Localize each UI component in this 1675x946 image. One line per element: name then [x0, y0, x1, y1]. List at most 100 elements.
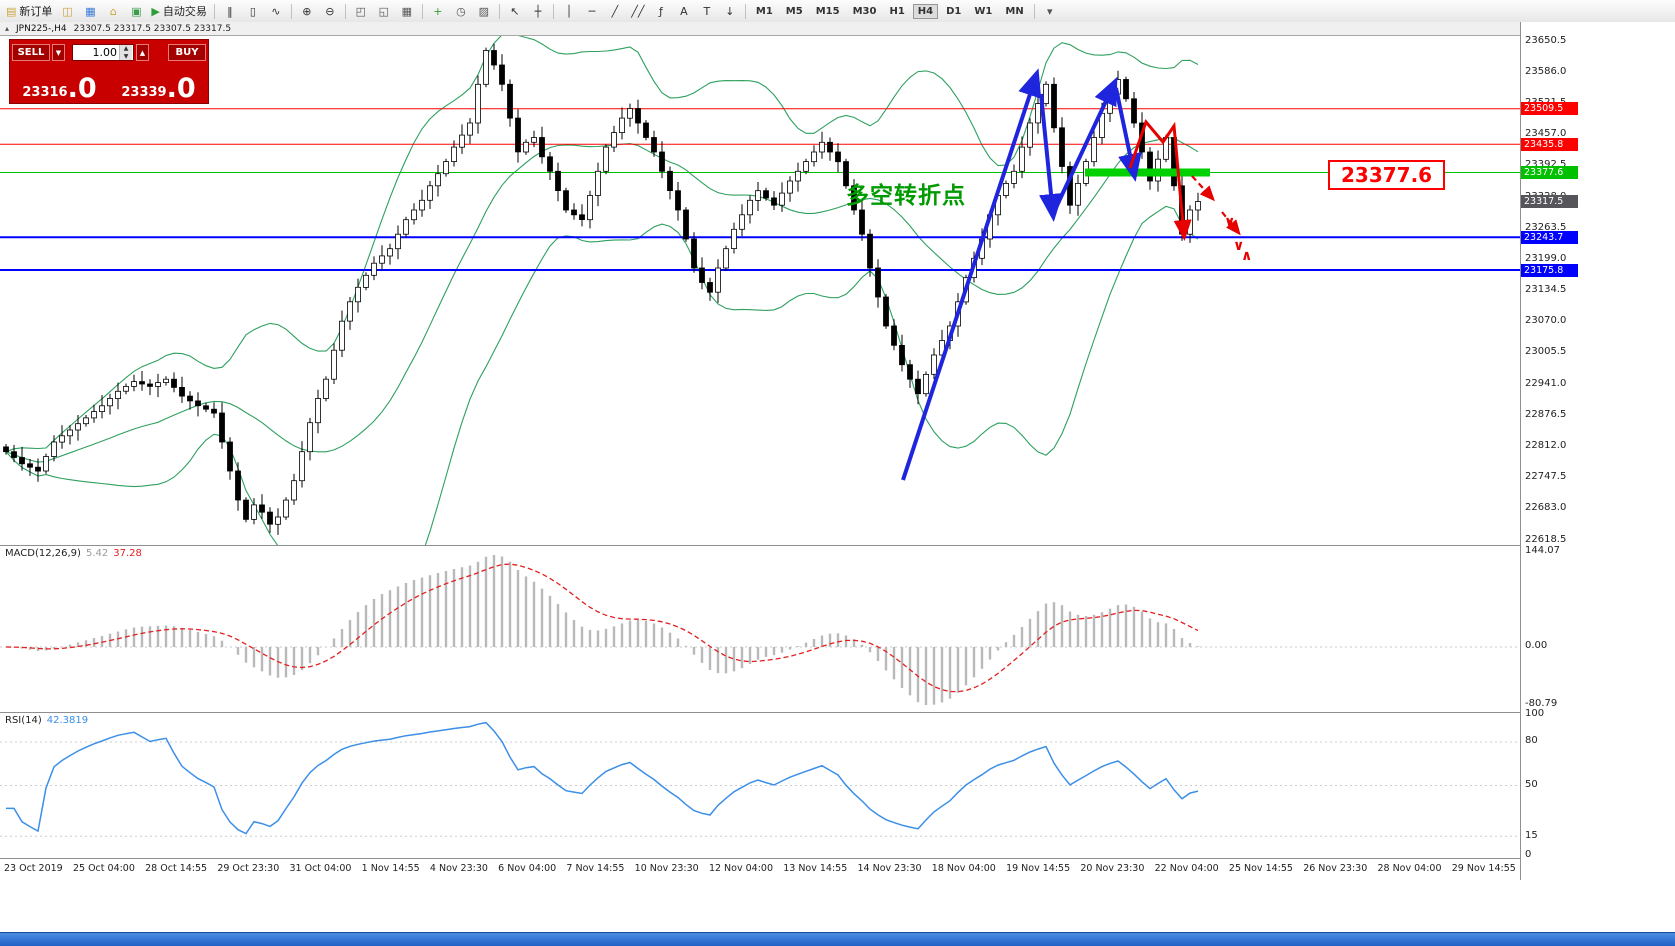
- bottom-scrollbar-strip: [0, 932, 1675, 946]
- crosshair-icon: ┼: [534, 4, 542, 18]
- sell-price[interactable]: 23316 .0: [10, 63, 109, 103]
- autotrading-icon: ▶: [151, 4, 160, 18]
- current-price-tag: 23317.5: [1521, 195, 1578, 208]
- price-axis[interactable]: 23650.523586.023521.523457.023392.523328…: [1521, 22, 1675, 880]
- candle-chart-button[interactable]: ▯: [242, 2, 264, 20]
- horizontal-line-button[interactable]: ─: [581, 2, 603, 20]
- candles: [3, 43, 1201, 535]
- grid-icon: ▦: [401, 4, 413, 18]
- macd-panel-canvas[interactable]: [0, 546, 1520, 712]
- toolbar-separator: [498, 3, 500, 19]
- hline-price-tag[interactable]: 23243.7: [1521, 230, 1578, 244]
- price-axis-label: 23392.5: [1525, 159, 1567, 171]
- timeframe-M1[interactable]: M1: [755, 5, 773, 17]
- rsi-axis-label: 100: [1525, 708, 1545, 719]
- bar-chart-button[interactable]: ‖: [219, 2, 241, 20]
- toolbar-separator: [552, 3, 554, 19]
- tile-windows-button[interactable]: ◰: [350, 2, 372, 20]
- macd-axis-label: -80.79: [1525, 698, 1558, 709]
- autotrading-button[interactable]: ▶ 自动交易: [148, 2, 209, 20]
- bar-chart-icon: ‖: [227, 4, 233, 18]
- sell-button[interactable]: SELL: [12, 44, 50, 61]
- toolbar-separator: [744, 3, 746, 19]
- label-button[interactable]: T: [696, 2, 718, 20]
- rsi-indicator-label: RSI(14) 42.3819: [5, 715, 88, 726]
- lot-size-input[interactable]: [73, 45, 119, 60]
- chart-symbol-period[interactable]: JPN225-,H4: [16, 23, 67, 34]
- time-axis-label: 31 Oct 04:00: [289, 863, 352, 874]
- buy-button[interactable]: BUY: [168, 44, 206, 61]
- main-toolbar: ▤ 新订单 ◫ ▦ ⌂ ▣ ▶ 自动交易 ‖ ▯ ∿ ⊕ ⊖ ◰ ◱ ▦ + ◷ ▨ ↖ ┼ │ ─ ╱ ╱╱ ƒ A T ↓ M1 M5 M…: [0, 0, 1675, 23]
- fibonacci-button[interactable]: ƒ: [650, 2, 672, 20]
- timeframe-M5[interactable]: M5: [785, 5, 803, 17]
- line-chart-button[interactable]: ∿: [265, 2, 287, 20]
- navigator-button[interactable]: ⌂: [102, 2, 124, 20]
- hline-price-tag[interactable]: 23435.8: [1521, 137, 1578, 151]
- rsi-panel-canvas[interactable]: [0, 713, 1520, 858]
- timeframe-H4[interactable]: H4: [912, 3, 939, 19]
- macd-name: MACD(12,26,9): [5, 548, 81, 559]
- indicators-icon: +: [433, 4, 443, 18]
- text-button[interactable]: A: [673, 2, 695, 20]
- trend-arrows[interactable]: ∨∨∧: [901, 68, 1252, 481]
- main-chart-canvas[interactable]: ∨ ∨ ∧: [0, 32, 1520, 605]
- support-zone-highlight[interactable]: [1085, 168, 1210, 177]
- timeframe-H1[interactable]: H1: [889, 5, 905, 17]
- indicators-button[interactable]: +: [427, 2, 449, 20]
- horizontal-lines[interactable]: [0, 108, 1520, 271]
- chart-icon: ▴: [5, 24, 10, 33]
- data-window-button[interactable]: ▦: [79, 2, 101, 20]
- timeframe-M30[interactable]: M30: [852, 5, 877, 17]
- channel-button[interactable]: ╱╱: [627, 2, 649, 20]
- navigator-icon: ⌂: [109, 4, 117, 18]
- terminal-icon: ▣: [131, 4, 142, 18]
- periods-button[interactable]: ◷: [450, 2, 472, 20]
- zoom-out-button[interactable]: ⊖: [319, 2, 341, 20]
- hline-price-tag[interactable]: 23377.6: [1521, 166, 1578, 179]
- macd-axis-label: 144.07: [1525, 545, 1560, 556]
- templates-button[interactable]: ▨: [473, 2, 495, 20]
- svg-text:∨: ∨: [1233, 238, 1244, 254]
- macd-indicator-label: MACD(12,26,9) 5.42 37.28: [5, 548, 142, 559]
- market-watch-button[interactable]: ◫: [56, 2, 78, 20]
- timeframe-M15[interactable]: M15: [815, 5, 840, 17]
- time-axis[interactable]: 23 Oct 2019 25 Oct 04:00 28 Oct 14:55 29 Oc…: [0, 860, 1520, 878]
- arrows-button[interactable]: ↓: [719, 2, 741, 20]
- crosshair-button[interactable]: ┼: [527, 2, 549, 20]
- sell-price-pips: .0: [67, 72, 97, 104]
- panel-separator[interactable]: [0, 545, 1675, 546]
- timeframe-W1[interactable]: W1: [974, 5, 993, 17]
- svg-text:∨: ∨: [1224, 214, 1235, 230]
- time-axis-label: 28 Nov 04:00: [1377, 863, 1442, 874]
- sell-options-caret-icon[interactable]: ▼: [52, 44, 65, 61]
- fibonacci-icon: ƒ: [658, 4, 663, 18]
- new-order-button[interactable]: ▤ 新订单: [3, 2, 55, 20]
- timeframe-D1[interactable]: D1: [946, 5, 962, 17]
- terminal-button[interactable]: ▣: [125, 2, 147, 20]
- lot-decrease-icon[interactable]: ▼: [119, 52, 132, 60]
- price-axis-label: 23005.5: [1525, 346, 1567, 358]
- price-callout[interactable]: 23377.6: [1328, 160, 1446, 190]
- grid-button[interactable]: ▦: [396, 2, 418, 20]
- price-axis-label: 23263.5: [1525, 221, 1567, 233]
- zoom-in-button[interactable]: ⊕: [296, 2, 318, 20]
- chart-annotation-text[interactable]: 多空转折点: [846, 183, 966, 209]
- lot-increase-icon[interactable]: ▲: [119, 45, 132, 53]
- hline-price-tag[interactable]: 23509.5: [1521, 102, 1578, 116]
- cursor-icon: ↖: [510, 4, 520, 18]
- trendline-icon: ╱: [611, 4, 619, 18]
- trendline-button[interactable]: ╱: [604, 2, 626, 20]
- time-axis-label: 25 Nov 14:55: [1228, 863, 1293, 874]
- cursor-button[interactable]: ↖: [504, 2, 526, 20]
- buy-options-caret-icon[interactable]: ▲: [136, 44, 149, 61]
- cascade-windows-button[interactable]: ◱: [373, 2, 395, 20]
- panel-separator[interactable]: [0, 712, 1675, 713]
- buy-price[interactable]: 23339 .0: [109, 63, 208, 103]
- time-axis-label: 12 Nov 04:00: [708, 863, 773, 874]
- macd-value-main: 5.42: [85, 548, 109, 559]
- vertical-line-button[interactable]: │: [558, 2, 580, 20]
- more-tools-button[interactable]: ▾: [1039, 2, 1061, 20]
- hline-price-tag[interactable]: 23175.8: [1521, 263, 1578, 277]
- timeframe-MN[interactable]: MN: [1005, 5, 1024, 17]
- panel-separator: [0, 858, 1675, 859]
